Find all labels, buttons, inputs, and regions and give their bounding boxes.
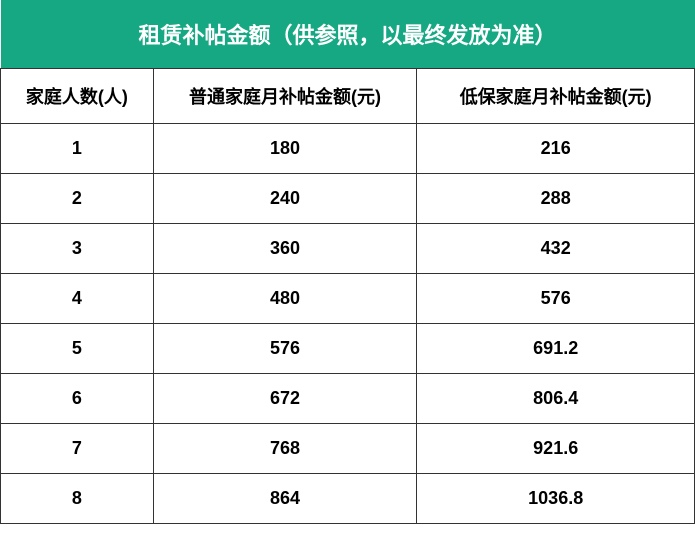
table-row: 4 480 576 <box>1 274 695 324</box>
table-row: 8 864 1036.8 <box>1 474 695 524</box>
cell-size: 1 <box>1 124 154 174</box>
cell-size: 8 <box>1 474 154 524</box>
cell-size: 5 <box>1 324 154 374</box>
table-row: 1 180 216 <box>1 124 695 174</box>
header-row: 家庭人数(人) 普通家庭月补帖金额(元) 低保家庭月补帖金额(元) <box>1 69 695 124</box>
cell-size: 3 <box>1 224 154 274</box>
cell-normal: 768 <box>153 424 417 474</box>
cell-normal: 240 <box>153 174 417 224</box>
header-col-size: 家庭人数(人) <box>1 69 154 124</box>
cell-low: 576 <box>417 274 695 324</box>
cell-low: 806.4 <box>417 374 695 424</box>
table-title: 租赁补帖金额（供参照，以最终发放为准） <box>1 0 695 69</box>
cell-normal: 576 <box>153 324 417 374</box>
cell-normal: 864 <box>153 474 417 524</box>
cell-low: 216 <box>417 124 695 174</box>
table-row: 6 672 806.4 <box>1 374 695 424</box>
cell-low: 288 <box>417 174 695 224</box>
cell-low: 1036.8 <box>417 474 695 524</box>
cell-size: 4 <box>1 274 154 324</box>
cell-low: 432 <box>417 224 695 274</box>
table-row: 7 768 921.6 <box>1 424 695 474</box>
table-row: 5 576 691.2 <box>1 324 695 374</box>
title-row: 租赁补帖金额（供参照，以最终发放为准） <box>1 0 695 69</box>
cell-normal: 480 <box>153 274 417 324</box>
cell-low: 691.2 <box>417 324 695 374</box>
table-row: 3 360 432 <box>1 224 695 274</box>
cell-low: 921.6 <box>417 424 695 474</box>
cell-size: 7 <box>1 424 154 474</box>
cell-normal: 360 <box>153 224 417 274</box>
table-row: 2 240 288 <box>1 174 695 224</box>
header-col-low: 低保家庭月补帖金额(元) <box>417 69 695 124</box>
cell-normal: 180 <box>153 124 417 174</box>
subsidy-table: 租赁补帖金额（供参照，以最终发放为准） 家庭人数(人) 普通家庭月补帖金额(元)… <box>0 0 695 524</box>
cell-size: 6 <box>1 374 154 424</box>
cell-size: 2 <box>1 174 154 224</box>
header-col-normal: 普通家庭月补帖金额(元) <box>153 69 417 124</box>
cell-normal: 672 <box>153 374 417 424</box>
